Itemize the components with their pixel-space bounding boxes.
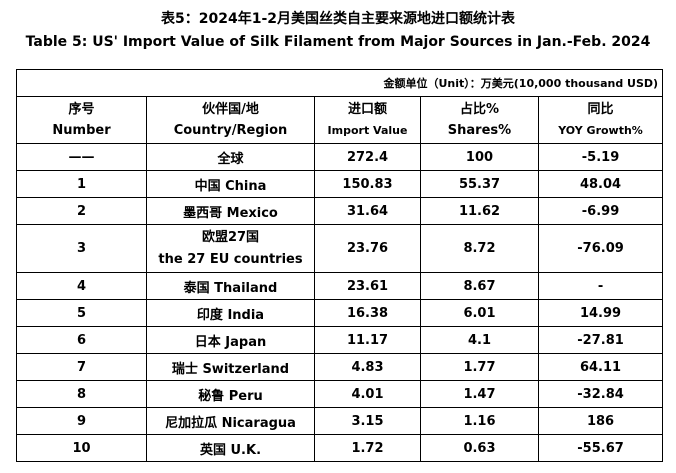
cell-import-value: 272.4 [314, 143, 421, 171]
cell-yoy: -6.99 [537, 197, 664, 225]
cell-import-value: 150.83 [314, 170, 421, 198]
cell-import-value: 1.72 [314, 434, 421, 462]
title-chinese: 表5：2024年1-2月美国丝类自主要来源地进口额统计表 [161, 11, 515, 27]
cell-yoy: 14.99 [537, 299, 664, 327]
cell-country: 中国 China [146, 170, 315, 198]
header-shares: 占比% Shares% [420, 96, 539, 144]
header-row: 序号 Number 伙伴国/地 Country/Region 进口额 Import V… [16, 96, 664, 144]
cell-number: 4 [16, 272, 147, 300]
table-row: 8 秘鲁 Peru 4.01 1.47 -32.84 [16, 380, 664, 408]
cell-country: 尼加拉瓜 Nicaragua [146, 407, 315, 435]
cell-number: 8 [16, 380, 147, 408]
cell-yoy: -32.84 [537, 380, 664, 408]
cell-share: 100 [420, 143, 539, 171]
table-row: 6 日本 Japan 11.17 4.1 -27.81 [16, 326, 664, 354]
cell-number: —— [16, 143, 147, 171]
cell-country: 英国 U.K. [146, 434, 315, 462]
cell-import-value: 16.38 [314, 299, 421, 327]
cell-yoy: 64.11 [537, 353, 664, 381]
cell-number: 1 [16, 170, 147, 198]
cell-yoy: 186 [537, 407, 664, 435]
cell-number: 2 [16, 197, 147, 225]
cell-share: 6.01 [420, 299, 539, 327]
cell-country: 泰国 Thailand [146, 272, 315, 300]
cell-yoy: -55.67 [537, 434, 664, 462]
cell-number: 9 [16, 407, 147, 435]
table-row: 2 墨西哥 Mexico 31.64 11.62 -6.99 [16, 197, 664, 225]
cell-number: 3 [16, 224, 147, 273]
header-import-value: 进口额 Import Value [314, 96, 421, 144]
header-yoy: 同比 YOY Growth% [537, 96, 664, 144]
cell-number: 7 [16, 353, 147, 381]
cell-share: 1.47 [420, 380, 539, 408]
cell-yoy: -76.09 [537, 224, 664, 273]
cell-import-value: 4.01 [314, 380, 421, 408]
cell-number: 5 [16, 299, 147, 327]
unit-note: 金额单位（Unit）：万美元(10,000 thousand USD) [15, 69, 664, 97]
cell-yoy: - [537, 272, 664, 300]
cell-share: 55.37 [420, 170, 539, 198]
cell-import-value: 23.61 [314, 272, 421, 300]
table-row: 3 欧盟27国 the 27 EU countries 23.76 8.72 -76.09 [16, 224, 664, 273]
cell-country: 欧盟27国 the 27 EU countries [146, 224, 315, 273]
table-row: 5 印度 India 16.38 6.01 14.99 [16, 299, 664, 327]
cell-share: 0.63 [420, 434, 539, 462]
cell-country: 秘鲁 Peru [146, 380, 315, 408]
cell-import-value: 11.17 [314, 326, 421, 354]
import-table: 金额单位（Unit）：万美元(10,000 thousand USD) 序号 Nu… [15, 69, 664, 462]
header-country: 伙伴国/地 Country/Region [146, 96, 315, 144]
cell-country: 墨西哥 Mexico [146, 197, 315, 225]
cell-yoy: 48.04 [537, 170, 664, 198]
cell-share: 8.67 [420, 272, 539, 300]
title-english: Table 5: US' Import Value of Silk Filame… [25, 34, 651, 50]
cell-country: 印度 India [146, 299, 315, 327]
table-row: 1 中国 China 150.83 55.37 48.04 [16, 170, 664, 198]
cell-share: 11.62 [420, 197, 539, 225]
table-row: 7 瑞士 Switzerland 4.83 1.77 64.11 [16, 353, 664, 381]
header-number: 序号 Number [16, 96, 147, 144]
cell-number: 6 [16, 326, 147, 354]
table-row: —— 全球 272.4 100 -5.19 [16, 143, 664, 171]
cell-import-value: 31.64 [314, 197, 421, 225]
cell-share: 8.72 [420, 224, 539, 273]
cell-country: 全球 [146, 143, 315, 171]
cell-country: 瑞士 Switzerland [146, 353, 315, 381]
cell-yoy: -5.19 [537, 143, 664, 171]
cell-import-value: 23.76 [314, 224, 421, 273]
table-row: 10 英国 U.K. 1.72 0.63 -55.67 [16, 434, 664, 462]
table-row: 4 泰国 Thailand 23.61 8.67- [16, 272, 664, 300]
table-row: 9 尼加拉瓜 Nicaragua 3.15 1.16 186 [16, 407, 664, 435]
cell-share: 1.16 [420, 407, 539, 435]
cell-share: 1.77 [420, 353, 539, 381]
cell-number: 10 [16, 434, 147, 462]
cell-share: 4.1 [420, 326, 539, 354]
cell-import-value: 3.15 [314, 407, 421, 435]
cell-import-value: 4.83 [314, 353, 421, 381]
cell-yoy: -27.81 [537, 326, 664, 354]
cell-country: 日本 Japan [146, 326, 315, 354]
